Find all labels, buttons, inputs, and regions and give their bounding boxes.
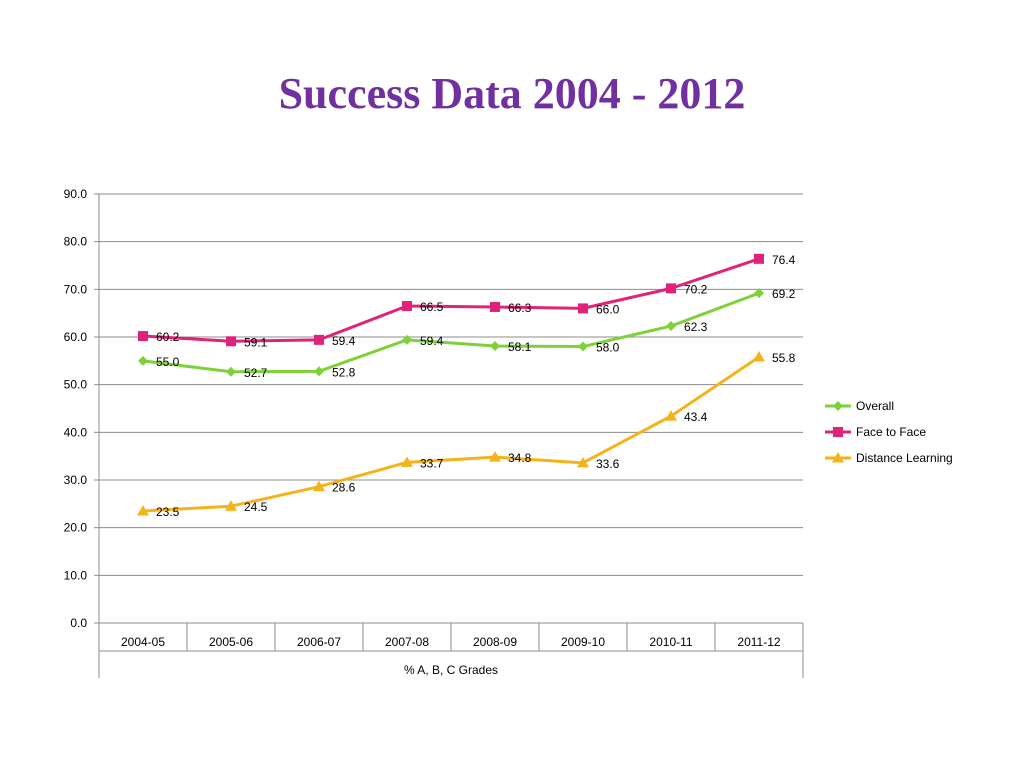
data-point [138, 331, 148, 342]
legend-marker [833, 401, 843, 411]
data-label: 43.4 [684, 410, 708, 424]
series-face-to-face: 60.2 59.1 59.4 66.5 66.3 66.0 70.2 76.4 [138, 253, 796, 349]
data-label: 34.8 [508, 451, 532, 465]
y-tick-label: 70.0 [64, 282, 88, 296]
x-tick-label: 2011-12 [737, 635, 780, 649]
y-tick-label: 80.0 [64, 235, 88, 249]
data-label: 58.0 [596, 341, 620, 355]
legend-item: Distance Learning [825, 451, 953, 465]
y-tick-label: 60.0 [64, 330, 88, 344]
data-point [489, 451, 501, 462]
x-tick-label: 2008-09 [473, 635, 517, 649]
data-point [314, 366, 324, 377]
data-label: 66.3 [508, 301, 532, 315]
legend-label: Overall [856, 399, 894, 413]
y-tick-label: 30.0 [64, 473, 88, 487]
data-label: 66.5 [420, 300, 444, 314]
data-label: 58.1 [508, 340, 532, 354]
gridlines [99, 193, 803, 624]
data-label: 52.7 [244, 366, 268, 380]
x-tick-label: 2007-08 [385, 635, 429, 649]
data-point [402, 301, 412, 312]
data-label: 76.4 [772, 253, 796, 267]
data-point [226, 366, 236, 377]
data-label: 24.5 [244, 500, 268, 514]
data-label: 62.3 [684, 320, 708, 334]
legend-marker [833, 427, 843, 437]
x-tick-label: 2006-07 [297, 635, 341, 649]
data-point [665, 410, 677, 421]
data-point [225, 500, 237, 511]
series: 55.0 52.7 52.8 59.4 58.1 58.0 62.3 69.2 60.2 59.1… [137, 253, 796, 519]
data-point [314, 334, 324, 345]
y-tick-label: 0.0 [70, 616, 87, 630]
x-tick-label: 2010-11 [649, 635, 692, 649]
data-label: 55.0 [156, 355, 180, 369]
x-axis-label: % A, B, C Grades [404, 663, 498, 677]
data-label: 28.6 [332, 481, 356, 495]
series-distance-learning: 23.5 24.5 28.6 33.7 34.8 33.6 43.4 55.8 [137, 351, 796, 519]
series-line [142, 291, 760, 374]
data-label: 69.2 [772, 287, 796, 301]
data-point [753, 351, 765, 362]
chart-title: Success Data 2004 - 2012 [278, 69, 746, 118]
y-tick-label: 10.0 [64, 568, 88, 582]
data-point [402, 334, 412, 345]
data-label: 59.4 [332, 334, 356, 348]
x-tick-label: 2005-06 [209, 635, 253, 649]
legend-label: Face to Face [856, 425, 926, 439]
x-tick-label: 2009-10 [561, 635, 605, 649]
data-label: 66.0 [596, 302, 620, 316]
legend: Overall Face to Face Distance Learning [825, 399, 953, 465]
legend-marker [832, 452, 844, 463]
y-tick-label: 90.0 [64, 187, 88, 201]
data-point [490, 341, 500, 352]
data-label: 52.8 [332, 365, 356, 379]
data-point [578, 303, 588, 314]
series-line [142, 355, 760, 513]
data-label: 70.2 [684, 282, 708, 296]
data-point [577, 456, 589, 468]
y-tick-label: 20.0 [64, 521, 88, 535]
legend-label: Distance Learning [856, 451, 953, 465]
data-point [401, 456, 413, 467]
data-label: 33.6 [596, 457, 620, 471]
legend-item: Face to Face [825, 425, 926, 439]
x-tick-label: 2004-05 [121, 635, 165, 649]
data-label: 59.1 [244, 335, 268, 349]
data-point [578, 341, 588, 352]
data-label: 59.4 [420, 334, 444, 348]
data-point [666, 283, 676, 294]
data-label: 55.8 [772, 351, 796, 365]
series-line [142, 257, 760, 343]
data-point [490, 301, 500, 312]
data-label: 23.5 [156, 505, 180, 519]
data-point [754, 253, 764, 264]
axes: 0.0 10.0 20.0 30.0 40.0 50.0 60.0 70.0 80.0 90.0 2… [64, 187, 804, 678]
data-label: 33.7 [420, 456, 444, 470]
data-point [666, 321, 676, 332]
series-overall: 55.0 52.7 52.8 59.4 58.1 58.0 62.3 69.2 [138, 287, 796, 380]
data-point [226, 336, 236, 347]
data-point [137, 504, 149, 516]
data-point [754, 288, 764, 299]
data-label: 60.2 [156, 330, 180, 344]
y-tick-label: 40.0 [64, 425, 88, 439]
data-point [313, 480, 325, 492]
legend-item: Overall [825, 399, 894, 413]
data-point [138, 355, 148, 366]
y-tick-label: 50.0 [64, 378, 88, 392]
